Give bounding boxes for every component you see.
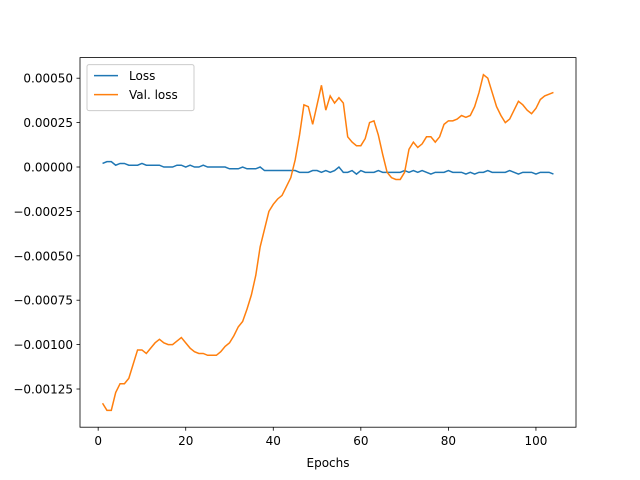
y-tick-label: 0.00050	[23, 72, 73, 86]
x-tick-label: 100	[524, 434, 547, 448]
plot-frame	[79, 57, 577, 428]
legend-label: Val. loss	[129, 88, 178, 102]
y-tick-label: −0.00125	[13, 383, 73, 397]
x-tick-label: 0	[94, 434, 102, 448]
x-tick-label: 80	[441, 434, 456, 448]
series-line	[102, 160, 554, 176]
y-tick-label: −0.00075	[13, 294, 73, 308]
y-tick-label: 0.00025	[23, 116, 73, 130]
x-axis-label: Epochs	[307, 456, 350, 470]
y-tick-label: −0.00050	[13, 249, 73, 263]
y-tick-label: −0.00025	[13, 205, 73, 219]
series-line	[101, 73, 554, 412]
y-tick-label: 0.00000	[23, 161, 73, 175]
x-tick-label: 20	[178, 434, 193, 448]
x-tick-label: 60	[353, 434, 368, 448]
y-tick-label: −0.00100	[13, 338, 73, 352]
legend-label: Loss	[129, 69, 155, 83]
x-tick-label: 40	[266, 434, 281, 448]
